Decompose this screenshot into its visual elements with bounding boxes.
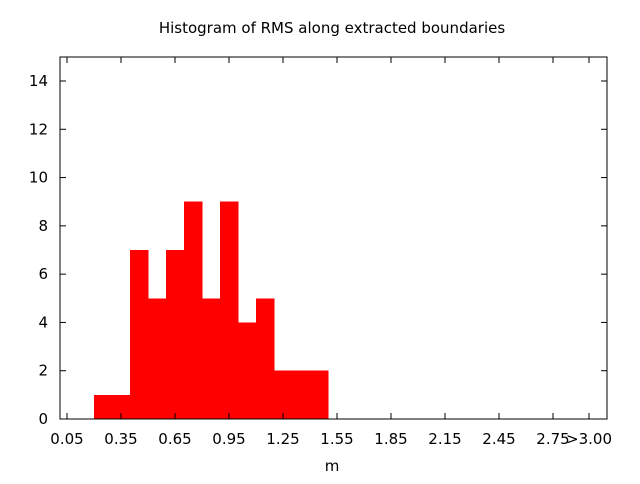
histogram-bar-2 [130,250,149,419]
x-axis-ticks: 0.05 0.35 0.65 0.95 1.25 1.55 1.85 2.15 2.45 2.75… [50,57,612,448]
histogram-bar-3 [148,298,167,419]
plot-frame [59,56,608,420]
histogram-bar-9 [256,298,275,419]
x-tick-label-9: 2.75 [536,430,569,448]
histogram-bar-10 [274,370,293,419]
chart-title: Histogram of RMS along extracted boundar… [159,19,506,37]
histogram-bar-11 [292,370,311,419]
x-tick-label-3: 0.95 [212,430,245,448]
y-axis-ticks: 0 2 4 6 8 10 12 14 [29,72,607,428]
x-tick-label-4: 1.25 [266,430,299,448]
x-tick-label-0: 0.05 [50,430,83,448]
histogram-bar-4 [166,250,185,419]
x-tick-label-6: 1.85 [374,430,407,448]
y-tick-label-2: 4 [38,313,48,331]
x-axis-label: m [325,457,340,475]
histogram-bar-12 [310,370,329,419]
y-tick-label-6: 12 [29,120,48,138]
y-tick-label-4: 8 [38,217,48,235]
x-tick-label-8: 2.45 [482,430,515,448]
x-tick-label-1: 0.35 [104,430,137,448]
y-tick-label-5: 10 [29,169,48,187]
y-tick-label-0: 0 [38,410,48,428]
x-tick-label-10: >3.00 [566,430,612,448]
histogram-bar-6 [202,298,221,419]
x-tick-label-5: 1.55 [320,430,353,448]
x-tick-label-2: 0.65 [158,430,191,448]
histogram-bar-0 [94,394,113,419]
x-tick-label-7: 2.15 [428,430,461,448]
y-tick-label-1: 2 [38,362,48,380]
histogram-bar-1 [112,394,131,419]
histogram-bar-8 [238,322,257,419]
histogram-bar-5 [184,201,203,419]
y-tick-label-3: 6 [38,265,48,283]
y-tick-label-7: 14 [29,72,48,90]
bars-layer [94,201,329,419]
histogram-bar-7 [220,201,239,419]
